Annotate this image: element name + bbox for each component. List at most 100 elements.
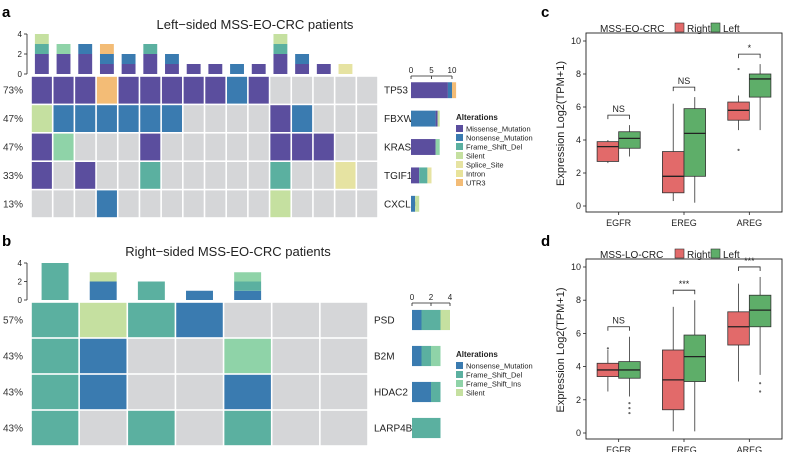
plot-title: MSS-EO-CRC [600, 24, 664, 35]
cell-kras-14-missense-mutation [313, 133, 334, 161]
significance-bracket-areg [738, 53, 761, 59]
percent-kras: 47% [3, 143, 23, 154]
cell-fbxw7-10-none [226, 105, 248, 132]
cell-tgif1-15-splice-site [335, 162, 356, 189]
cell-fbxw7-11-none [248, 105, 269, 132]
cell-tp53-16-none [357, 76, 378, 104]
panel-b-letter: b [2, 233, 11, 250]
x-tick-label-egfr: EGFR [606, 445, 632, 452]
panel-b-oncoplot: PSD 57% B2M 43% HDAC2 43% LARP4B 43% 4 2 0 0 2 4 Alter… [3, 259, 533, 446]
top-axis-label-2: 2 [18, 278, 23, 287]
significance-label-ereg: *** [679, 279, 690, 289]
top-bar-9-missense-mutation [208, 64, 223, 74]
y-tick-label-2: 2 [576, 395, 581, 405]
cell-kras-5-none [118, 133, 139, 161]
top-bar-3-missense-mutation [78, 54, 93, 74]
gene-label-fbxw7: FBXW7 [384, 114, 419, 125]
cell-tp53-14-none [313, 76, 334, 104]
top-bar-13-missense-mutation [295, 64, 310, 74]
significance-bracket-ereg [672, 289, 696, 295]
box-areg-left-body [748, 294, 772, 328]
cell-b2m-1-frame-shift-del [31, 338, 79, 374]
side-bar-b2m-frame-shift-ins [431, 345, 441, 367]
legend-swatch-nonsense-mutation [456, 134, 463, 141]
top-bar-4-missense-mutation [99, 64, 114, 74]
cell-tp53-15-none [335, 76, 356, 104]
legend-swatch-right [674, 22, 685, 33]
y-tick-label-10: 10 [571, 36, 581, 46]
cell-tp53-3-missense-mutation [75, 76, 96, 104]
top-bar-1-frame-shift-del [34, 44, 49, 54]
side-bar-larp4b-frame-shift-del [412, 417, 441, 439]
side-bar-fbxw7-missense-mutation [435, 110, 438, 127]
side-bar-hdac2-frame-shift-del [431, 381, 441, 403]
side-axis-label-0: 0 [410, 293, 415, 302]
cell-kras-11-none [248, 133, 269, 161]
top-bar-4-nonsense-mutation [99, 54, 114, 64]
box-ereg-right-body [662, 151, 685, 194]
top-bar-2-silent [89, 272, 117, 282]
cell-fbxw7-2-nonsense-mutation [53, 105, 74, 132]
top-bar-2-missense-mutation [56, 54, 71, 74]
cell-kras-10-none [226, 133, 248, 161]
cell-fbxw7-1-silent [31, 105, 52, 132]
cell-fbxw7-8-none [183, 105, 204, 132]
cell-tgif1-16-none [357, 162, 378, 189]
top-bar-5-nonsense-mutation [234, 290, 262, 300]
x-tick-label-ereg: EREG [671, 218, 697, 228]
top-axis-label-0: 0 [18, 70, 23, 79]
x-tick-label-ereg: EREG [671, 445, 697, 452]
legend-swatch-utr3 [456, 179, 463, 186]
panel-c-boxplot: 0 2 4 6 8 10 Expression Log2(TPM+1) MSS-EO-CRC R… [555, 22, 783, 228]
top-bar-5-frame-shift-del [234, 281, 262, 291]
side-bar-tgif1-splice-site [427, 167, 432, 184]
legend-label-frame-shift-del: Frame_Shift_Del [466, 371, 523, 380]
legend-swatch-frame-shift-ins [456, 380, 463, 387]
cell-tgif1-13-none [292, 162, 313, 189]
legend-swatch-silent [456, 389, 463, 396]
significance-bracket-areg [738, 266, 761, 271]
legend-label-utr3: UTR3 [466, 179, 486, 188]
cell-b2m-4-none [176, 338, 223, 374]
significance-bracket-egfr [607, 114, 630, 120]
cell-psd-5-none [224, 302, 271, 338]
legend-title: Alterations [456, 113, 498, 122]
cell-tgif1-6-frame-shift-del [140, 162, 161, 189]
side-bar-tgif1-frame-shift-del [419, 167, 428, 184]
cell-tgif1-4-none [96, 162, 117, 189]
top-bar-15-splice-site [338, 64, 353, 74]
gene-label-hdac2: HDAC2 [374, 388, 408, 399]
cell-tp53-9-missense-mutation [205, 76, 226, 104]
cell-tp53-6-missense-mutation [140, 76, 161, 104]
cell-cxcl9-14-none [313, 190, 334, 218]
gene-label-tp53: TP53 [384, 86, 408, 97]
percent-tgif1: 33% [3, 171, 23, 182]
top-bar-5-frame-shift-ins [234, 272, 262, 282]
cell-cxcl9-6-none [140, 190, 161, 218]
cell-kras-15-none [335, 133, 356, 161]
box-areg-right-body [727, 101, 750, 121]
side-bar-kras-missense-mutation [411, 139, 436, 155]
cell-cxcl9-15-none [335, 190, 356, 218]
cell-cxcl9-3-none [75, 190, 96, 218]
cell-kras-13-missense-mutation [292, 133, 313, 161]
cell-tgif1-2-none [53, 162, 74, 189]
cell-tp53-1-missense-mutation [31, 76, 52, 104]
cell-b2m-3-none [128, 338, 175, 374]
y-axis-label: Expression Log2(TPM+1) [555, 287, 567, 412]
cell-psd-1-frame-shift-del [31, 302, 79, 338]
panel-b-title: Right−sided MSS-EO-CRC patients [125, 244, 331, 259]
top-bar-8-missense-mutation [186, 64, 201, 74]
top-bar-5-nonsense-mutation [121, 54, 136, 64]
significance-bracket-ereg [672, 86, 696, 92]
side-axis-label-5: 5 [429, 66, 434, 75]
cell-b2m-5-frame-shift-ins [224, 338, 271, 374]
gene-label-psd: PSD [374, 316, 395, 327]
legend-label-frame-shift-del: Frame_Shift_Del [466, 143, 523, 152]
cell-fbxw7-7-nonsense-mutation [161, 105, 183, 132]
top-axis-label-4: 4 [18, 30, 23, 39]
cell-cxcl9-4-nonsense-mutation [96, 190, 117, 218]
box-areg-right-outlier-2 [737, 148, 740, 151]
cell-larp4b-1-frame-shift-del [31, 410, 79, 446]
cell-fbxw7-15-none [335, 105, 356, 132]
